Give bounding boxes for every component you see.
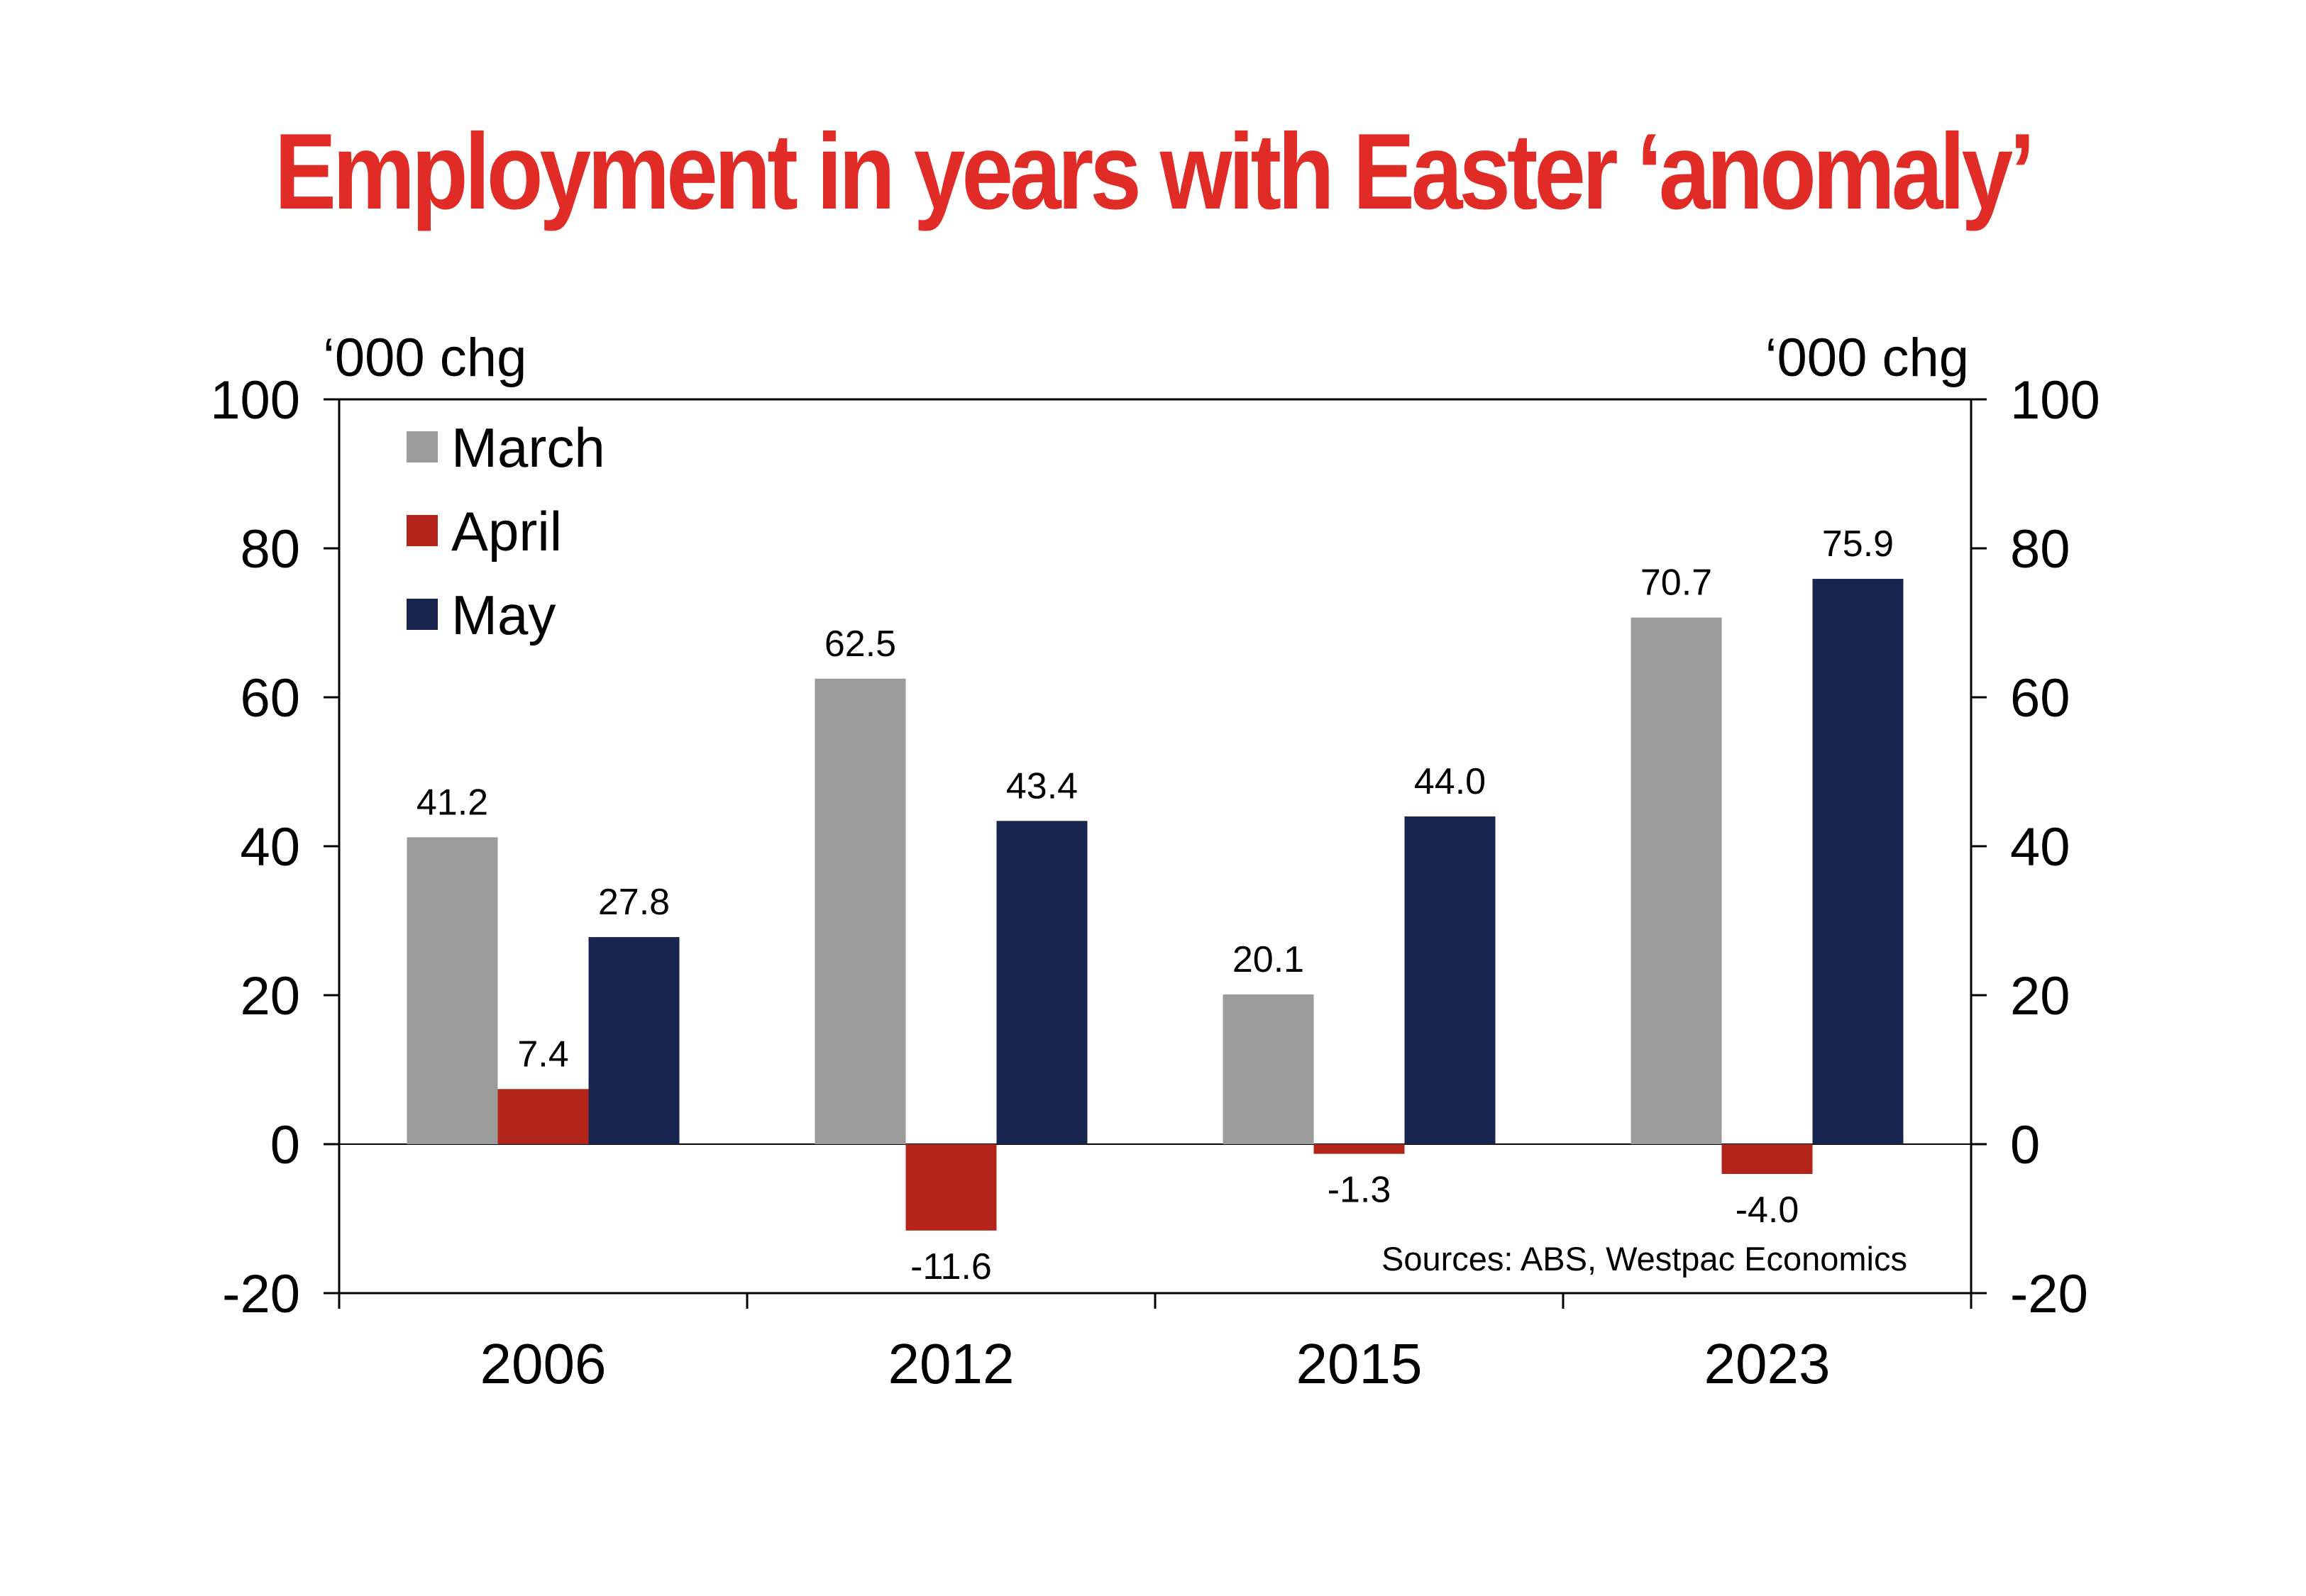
bar-april-2006 [497,1089,589,1144]
left-y-tick-label: 20 [240,966,300,1026]
bar-april-2023 [1721,1144,1813,1174]
right-y-tick-label: 100 [2010,370,2100,431]
bars [407,579,1904,1231]
right-y-tick-label: 0 [2010,1115,2040,1175]
legend-label-april: April [451,500,562,563]
bar-march-2015 [1223,994,1314,1144]
left-y-tick-label: 40 [240,817,300,877]
axes: -20 -20 0 0 20 20 40 40 60 60 80 80 100 100 2006 2012 20… [210,370,2100,1395]
left-y-tick-label: 100 [210,370,300,431]
bar-march-2006 [407,837,498,1144]
legend-label-may: May [451,584,556,646]
x-category-label: 2006 [480,1332,607,1395]
left-axis-unit-label: ‘000 chg [323,328,526,388]
left-y-tick-label: 80 [240,519,300,580]
data-labels: 41.2 7.4 27.8 62.5 -11.6 43.4 20.1 -1.3 44.0 70.7… [416,523,1894,1287]
left-y-tick-label: 60 [240,668,300,728]
left-y-tick-label: -20 [222,1264,300,1324]
right-axis-unit-label: ‘000 chg [1765,328,1969,388]
bar-april-2012 [905,1144,997,1231]
data-label-april-2023: -4.0 [1736,1190,1799,1231]
data-label-april-2015: -1.3 [1328,1170,1391,1211]
left-y-tick-label: 0 [270,1115,300,1175]
right-y-tick-label: 80 [2010,519,2070,580]
legend: March April May [407,416,605,646]
right-y-tick-label: -20 [2010,1264,2088,1324]
right-y-tick-label: 40 [2010,817,2070,877]
x-category-label: 2012 [888,1332,1015,1395]
data-label-may-2012: 43.4 [1006,765,1078,807]
right-y-tick-label: 20 [2010,966,2070,1026]
data-label-march-2015: 20.1 [1232,939,1304,980]
x-category-label: 2015 [1296,1332,1423,1395]
data-label-march-2006: 41.2 [416,782,488,823]
legend-swatch-may [407,599,438,630]
legend-swatch-march [407,431,438,462]
data-label-may-2023: 75.9 [1822,523,1894,565]
data-label-may-2015: 44.0 [1414,761,1486,802]
data-label-april-2006: 7.4 [517,1033,568,1075]
data-label-march-2012: 62.5 [824,624,896,665]
bar-march-2023 [1631,617,1722,1144]
data-label-may-2006: 27.8 [598,882,670,923]
bar-may-2006 [588,937,680,1144]
legend-label-march: March [451,416,605,479]
bar-april-2015 [1313,1144,1405,1154]
right-y-tick-label: 60 [2010,668,2070,728]
legend-swatch-april [407,515,438,546]
bar-may-2023 [1812,579,1904,1144]
data-label-april-2012: -11.6 [910,1246,992,1287]
chart-title: Employment in years with Easter ‘anomaly… [274,111,2036,232]
x-category-label: 2023 [1704,1332,1831,1395]
source-note: Sources: ABS, Westpac Economics [1381,1240,1907,1278]
bar-may-2015 [1404,816,1496,1144]
data-label-march-2023: 70.7 [1640,563,1712,604]
bar-may-2012 [996,821,1088,1144]
bar-march-2012 [815,678,906,1144]
